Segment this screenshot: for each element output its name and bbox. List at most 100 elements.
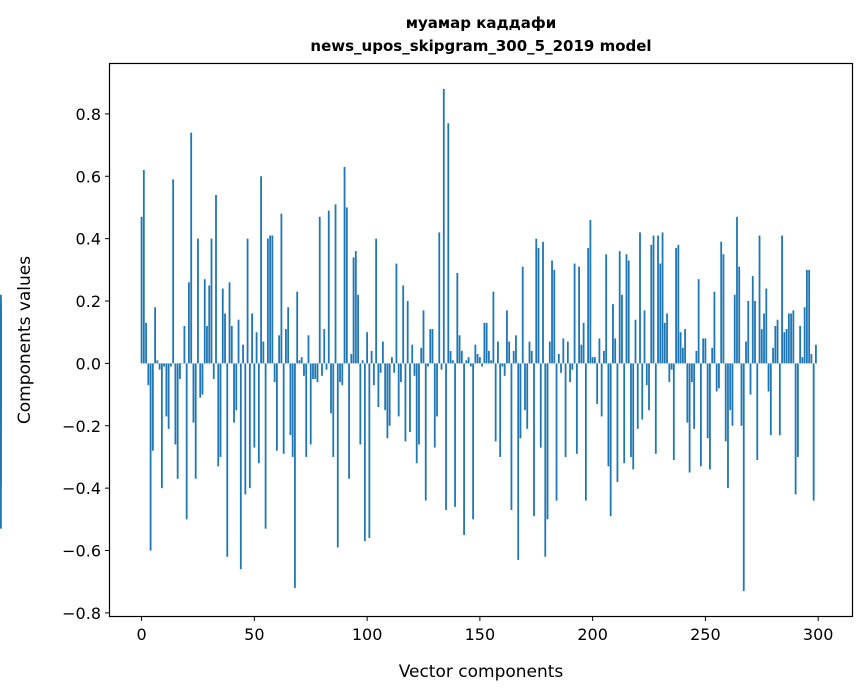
bar-25 [197, 238, 199, 364]
bar-179 [544, 363, 547, 557]
bar-5 [151, 363, 154, 451]
bar-35 [219, 363, 222, 457]
x-tick-label: 50 [244, 625, 264, 644]
plot-frame [108, 62, 854, 618]
bar-23 [192, 363, 195, 423]
bar-298 [812, 363, 815, 501]
bar-157 [494, 363, 497, 442]
bar-29 [206, 325, 208, 364]
bar-73 [305, 363, 308, 457]
bar-199 [589, 219, 592, 364]
bar-229 [657, 235, 659, 364]
bar-17 [179, 363, 181, 379]
y-tick-label: −0.8 [62, 604, 101, 623]
bar-266 [740, 363, 743, 426]
bar-260 [727, 363, 729, 489]
bar-227 [652, 235, 655, 364]
bar-96 [357, 294, 359, 364]
bar-137 [449, 350, 452, 364]
bar-169 [521, 266, 524, 364]
bar-65 [287, 307, 290, 364]
bar-244 [690, 363, 693, 383]
bar-47 [246, 238, 249, 364]
bar-295 [805, 269, 808, 364]
bar-158 [497, 341, 499, 364]
bar-133 [440, 363, 443, 370]
bar-144 [465, 360, 468, 364]
bar-48 [248, 363, 251, 489]
bar-4 [149, 363, 152, 551]
bar-195 [580, 344, 583, 364]
bar-210 [614, 338, 617, 364]
bar-147 [472, 363, 474, 520]
bar-164 [510, 363, 513, 510]
chart-title: муамар каддафи [406, 14, 557, 32]
bar-274 [758, 235, 761, 364]
bar-106 [379, 363, 382, 373]
bar-241 [684, 329, 686, 364]
bar-90 [343, 166, 346, 364]
bar-222 [641, 363, 644, 420]
bar-224 [645, 363, 648, 386]
x-axis-label: Vector components [399, 662, 564, 682]
bar-185 [557, 354, 560, 364]
bar-186 [560, 363, 562, 373]
bar-285 [783, 332, 786, 364]
bar-26 [199, 363, 202, 398]
bar-132 [438, 232, 441, 364]
bar-3 [147, 363, 150, 386]
bar-130 [433, 363, 436, 448]
bar-80 [321, 363, 323, 376]
bar-189 [566, 341, 569, 364]
bar-140 [456, 272, 459, 364]
bar-127 [427, 363, 429, 367]
bar-34 [217, 363, 220, 467]
bar-267 [742, 363, 745, 592]
bar-296 [808, 269, 811, 364]
bar-221 [639, 232, 641, 364]
bars-layer [0, 88, 817, 592]
bar-174 [533, 363, 535, 517]
bar-135 [445, 363, 447, 510]
bar-159 [499, 363, 502, 457]
bar-113 [395, 263, 398, 364]
bar-217 [630, 363, 632, 457]
x-tick-label: 150 [465, 625, 496, 644]
bar-276 [763, 313, 765, 364]
y-tick-label: −0.2 [62, 417, 101, 436]
bar-198 [587, 248, 590, 364]
bar-58 [271, 235, 274, 364]
bar-191 [571, 363, 574, 370]
bar-60 [275, 363, 278, 451]
y-tick-label: 0.2 [76, 292, 101, 311]
bar-125 [422, 310, 425, 364]
bar-233 [666, 313, 668, 364]
bar-289 [792, 310, 795, 364]
x-tick-label: 100 [352, 625, 383, 644]
bar-129 [431, 329, 434, 364]
bar-84 [330, 363, 332, 414]
bar-155 [490, 360, 493, 364]
bar-27 [201, 363, 204, 395]
bar-290 [794, 363, 797, 495]
bar-28 [203, 279, 206, 364]
bar-114 [397, 363, 400, 417]
bar-81 [323, 329, 326, 364]
bar-183 [553, 269, 556, 364]
bar-282 [776, 319, 779, 364]
bar-205 [603, 350, 605, 364]
bar-77 [314, 363, 317, 379]
bar-236 [672, 363, 675, 461]
bar-148 [474, 344, 477, 364]
bar-200 [591, 357, 594, 364]
bar-275 [760, 329, 763, 364]
bar-248 [699, 363, 702, 467]
y-tick-label: 0.6 [76, 167, 101, 186]
bar-120 [411, 344, 414, 364]
bar-40 [230, 325, 233, 364]
bar-51 [255, 332, 258, 364]
bar-12 [167, 363, 170, 429]
bar-187 [562, 338, 565, 364]
bar-101 [368, 363, 371, 539]
